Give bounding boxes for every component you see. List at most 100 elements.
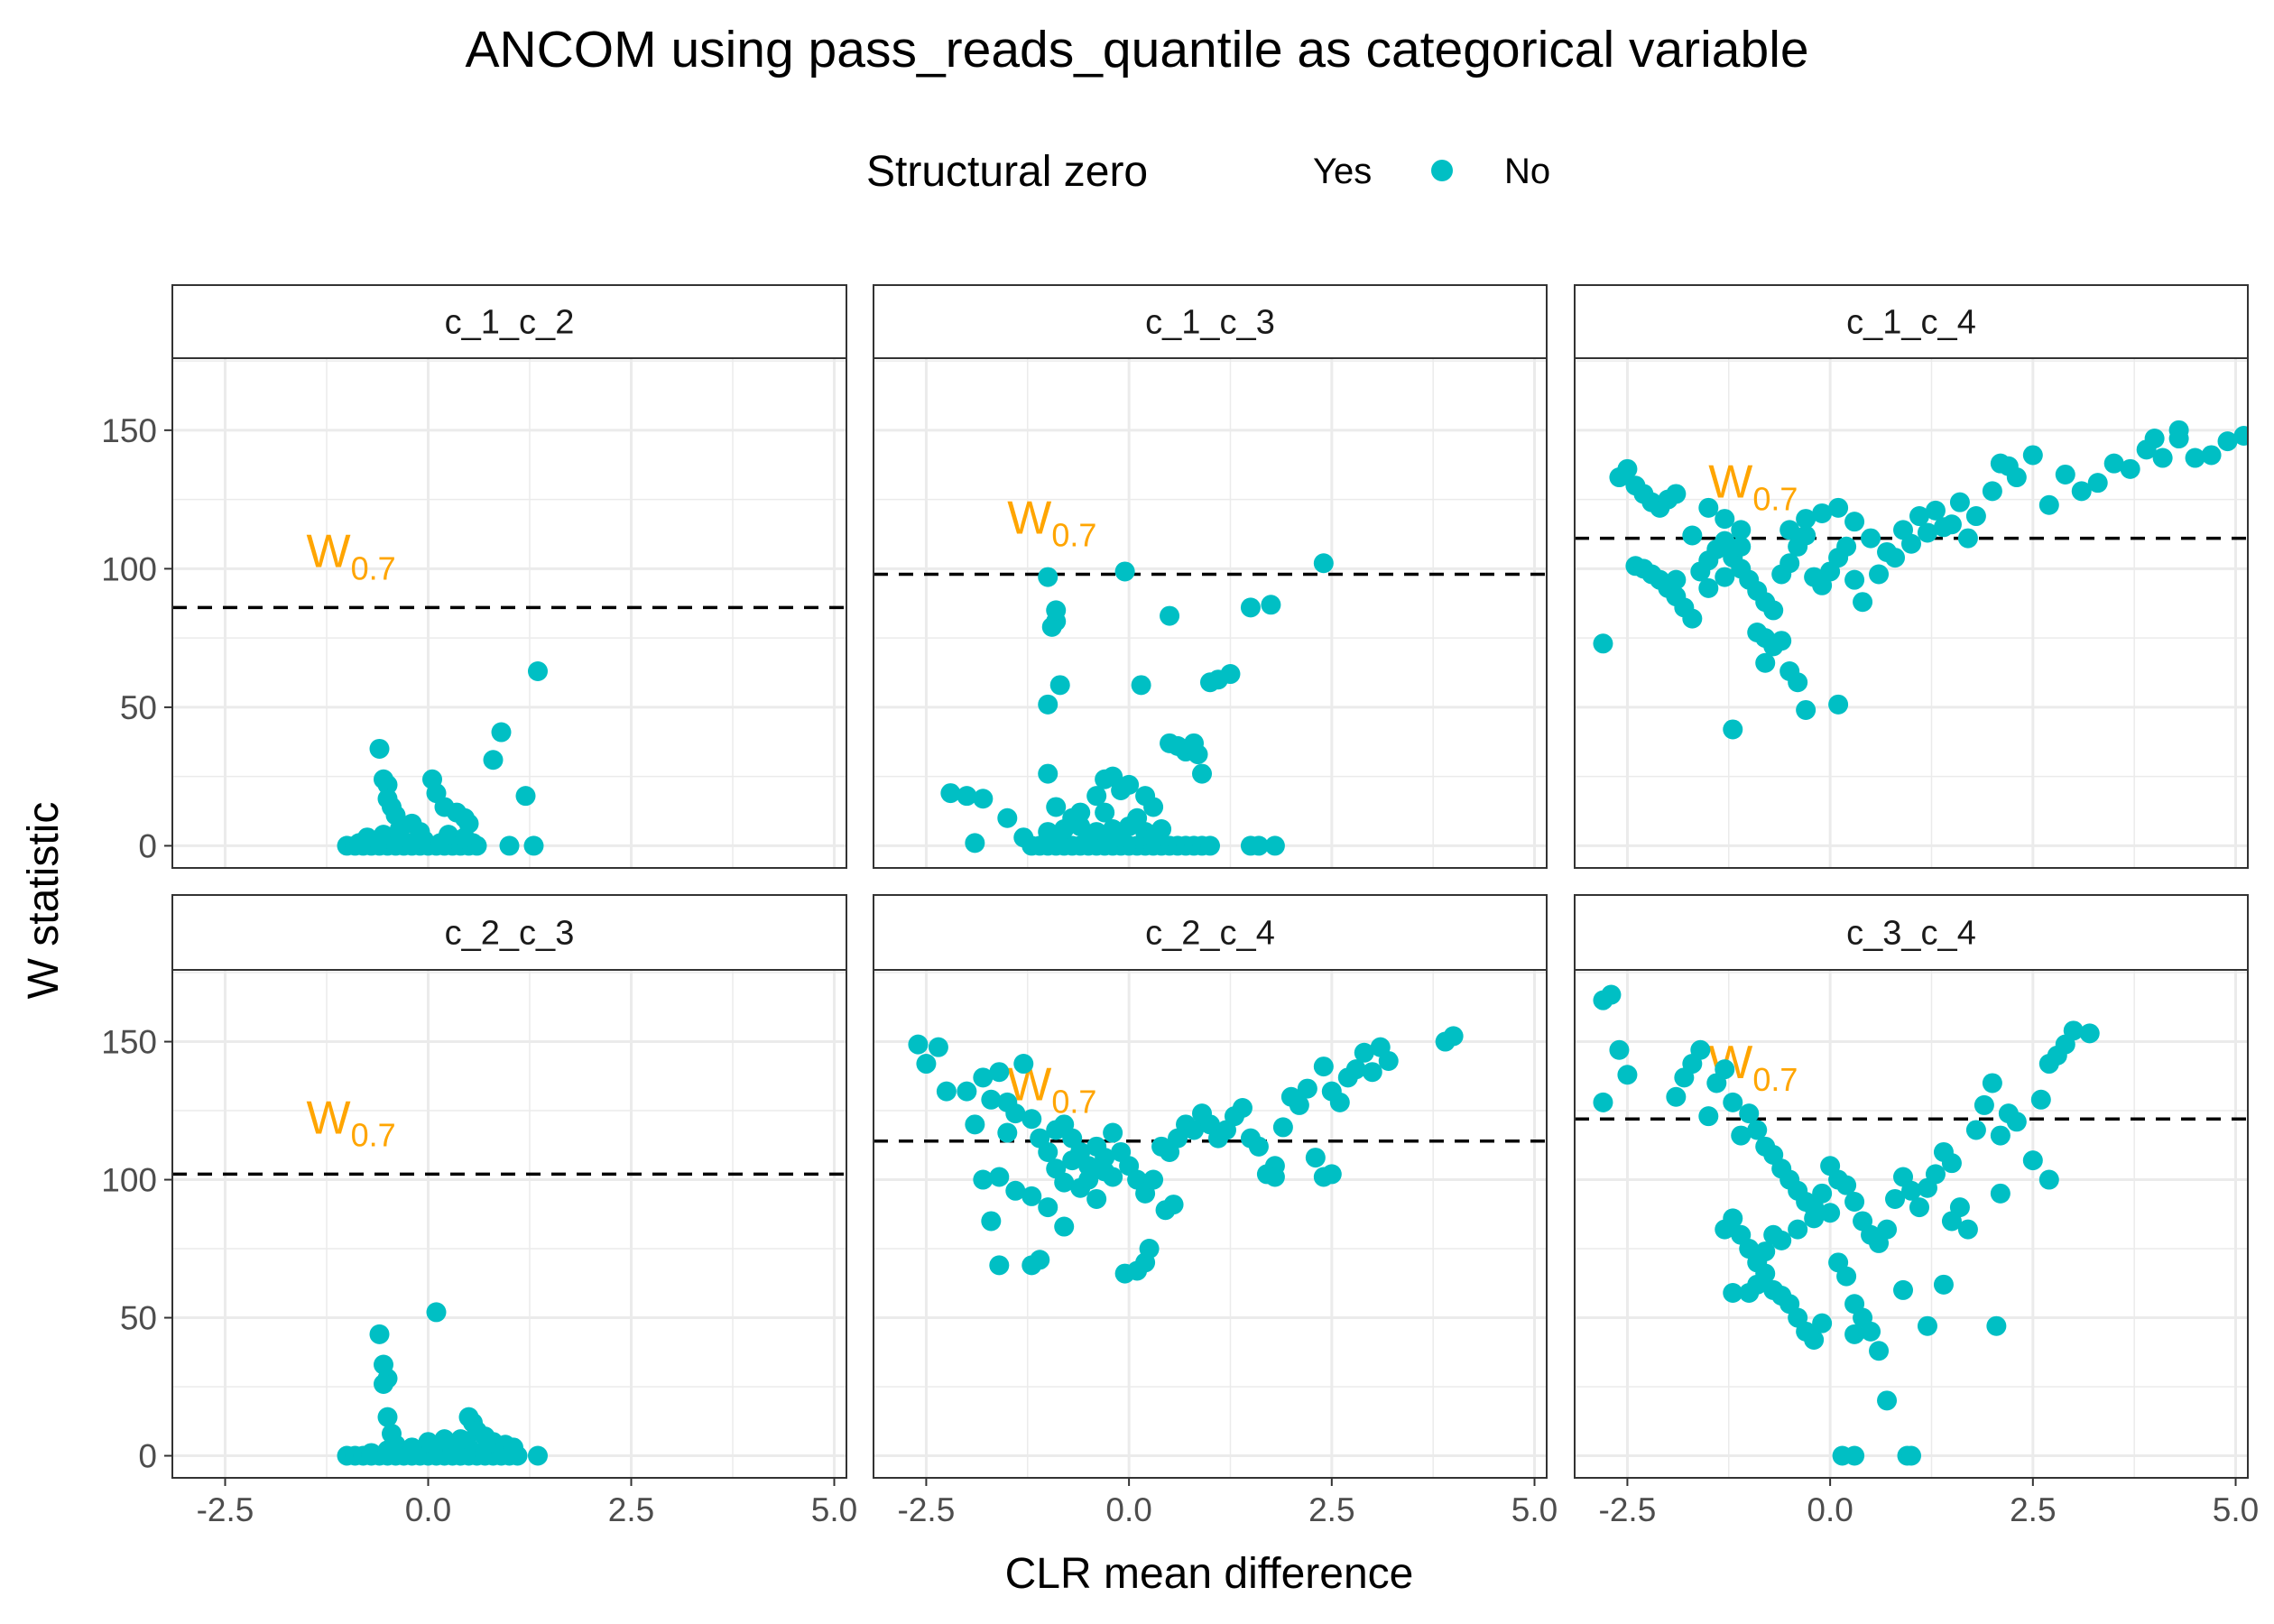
facet-strip — [873, 284, 1548, 359]
data-point — [1305, 1148, 1326, 1168]
data-point — [1804, 1330, 1825, 1351]
legend-label-no: No — [1504, 152, 1550, 191]
data-point — [1131, 675, 1151, 696]
data-point — [1804, 1208, 1825, 1229]
x-tick-label: -2.5 — [898, 1491, 956, 1528]
data-point — [1313, 553, 1334, 574]
x-tick-label: 2.5 — [1308, 1491, 1354, 1528]
data-point — [1078, 1156, 1099, 1176]
grid — [874, 970, 1547, 1478]
data-point — [1666, 1086, 1687, 1107]
x-tick-label: 0.0 — [1807, 1491, 1853, 1528]
data-point — [1885, 548, 1906, 568]
threshold-label: W0.7 — [1708, 457, 1798, 518]
data-point — [1264, 1167, 1285, 1187]
data-point — [1812, 1183, 1833, 1204]
data-point — [1378, 1050, 1399, 1071]
data-point — [1869, 564, 1890, 585]
data-point — [1941, 1211, 1962, 1232]
data-point — [1095, 1161, 1115, 1182]
data-point — [1763, 1224, 1784, 1245]
data-point — [1054, 1216, 1075, 1237]
data-point — [1788, 1219, 1808, 1240]
data-point — [1755, 652, 1776, 673]
legend-label-yes: Yes — [1313, 152, 1372, 191]
data-point — [997, 1122, 1018, 1143]
data-point — [1715, 1059, 1735, 1080]
legend-marker-no — [1431, 160, 1453, 181]
data-point — [1078, 1169, 1099, 1190]
grid — [172, 358, 846, 868]
y-tick-label: 100 — [101, 1162, 157, 1199]
data-point — [1038, 763, 1058, 784]
point-layer — [337, 1302, 548, 1466]
data-point — [1715, 531, 1735, 551]
x-axis-title: CLR mean difference — [1005, 1550, 1414, 1598]
data-point — [1593, 1092, 1613, 1112]
facet-strip-label: c_2_c_4 — [1145, 915, 1275, 953]
data-point — [981, 1089, 1002, 1110]
data-point — [1046, 1158, 1067, 1179]
data-point — [1739, 1103, 1760, 1124]
data-point — [1049, 675, 1070, 696]
grid — [874, 358, 1547, 868]
facet-strip-label: c_3_c_4 — [1846, 915, 1976, 953]
data-point — [1965, 506, 1986, 527]
data-point — [458, 813, 479, 834]
data-point — [1030, 1250, 1050, 1270]
facet-c_1_c_3: c_1_c_3 W0.7 — [873, 284, 1548, 869]
data-point — [1763, 600, 1784, 621]
data-point — [1861, 528, 1881, 549]
grid — [1575, 358, 2248, 868]
facet-panels: c_1_c_2 W0.7 0 50 100 150 c_1_c_3 W0.7 c_1_c_4 W0… — [101, 284, 2259, 1528]
data-point — [1682, 525, 1703, 546]
data-point — [1796, 509, 1816, 530]
panel-border — [873, 969, 1548, 1479]
data-point — [426, 1302, 447, 1323]
data-point — [1836, 1266, 1857, 1287]
data-point — [1933, 1274, 1954, 1295]
data-point — [1844, 1445, 1865, 1466]
data-point — [1593, 633, 1613, 654]
x-tick-label: -2.5 — [1599, 1491, 1657, 1528]
point-layer — [940, 553, 1334, 856]
data-point — [1901, 1445, 1921, 1466]
data-point — [1731, 520, 1752, 540]
panel-border — [171, 969, 847, 1479]
data-point — [1747, 1120, 1768, 1140]
data-point — [965, 1114, 985, 1135]
data-point — [1297, 1078, 1317, 1099]
data-point — [1812, 503, 1833, 523]
y-tick-label: 150 — [101, 412, 157, 449]
data-point — [1038, 1141, 1058, 1162]
data-point — [981, 1211, 1002, 1232]
data-point — [1986, 1315, 2007, 1336]
facet-strip — [171, 284, 847, 359]
data-point — [1354, 1042, 1374, 1063]
data-point — [1038, 694, 1058, 715]
data-point — [1974, 1094, 1994, 1115]
data-point — [382, 1424, 402, 1444]
data-point — [1143, 827, 1164, 848]
data-point — [2144, 429, 2165, 449]
data-point — [1788, 672, 1808, 693]
facet-strip-label: c_1_c_2 — [445, 304, 575, 342]
data-point — [1698, 577, 1719, 598]
data-point — [1861, 1321, 1881, 1342]
data-point — [1200, 835, 1220, 856]
data-point — [1941, 1153, 1962, 1174]
data-point — [1086, 786, 1107, 807]
data-point — [1925, 500, 1946, 521]
data-point — [434, 1429, 455, 1450]
legend: Structural zero Yes No — [866, 148, 1550, 196]
facet-strip — [1574, 894, 2249, 971]
facet-c_1_c_2: c_1_c_2 W0.7 0 50 100 150 — [101, 284, 847, 869]
data-point — [2055, 464, 2075, 484]
facet-c_1_c_4: c_1_c_4 W0.7 — [1574, 284, 2249, 869]
data-point — [916, 1054, 937, 1075]
data-point — [1715, 567, 1735, 587]
data-point — [1779, 520, 1800, 540]
data-point — [1828, 497, 1849, 518]
data-point — [1345, 1059, 1366, 1080]
